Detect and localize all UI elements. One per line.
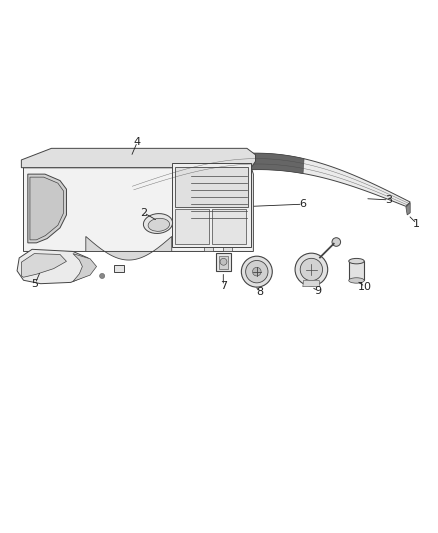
Circle shape [241,256,272,287]
Ellipse shape [349,278,364,283]
Text: 1: 1 [413,219,420,229]
Polygon shape [219,256,229,269]
Text: 9: 9 [314,286,321,296]
Ellipse shape [349,259,364,264]
Polygon shape [21,148,255,168]
Polygon shape [30,177,64,240]
Polygon shape [406,203,410,215]
Text: 3: 3 [385,195,392,205]
Polygon shape [223,243,232,252]
Polygon shape [17,249,92,284]
Text: 8: 8 [256,287,263,297]
Ellipse shape [148,219,170,231]
Polygon shape [24,168,253,252]
Ellipse shape [143,214,173,233]
Polygon shape [303,280,320,287]
Polygon shape [73,254,96,281]
Circle shape [246,261,268,283]
Polygon shape [114,265,124,272]
Text: 7: 7 [220,281,227,291]
Circle shape [99,273,105,279]
Polygon shape [349,261,364,280]
Polygon shape [86,237,172,260]
Ellipse shape [220,259,227,265]
Polygon shape [24,155,253,168]
Circle shape [295,253,328,286]
Polygon shape [175,208,209,244]
Polygon shape [216,253,230,271]
Polygon shape [21,254,67,277]
Polygon shape [172,164,251,247]
Text: 4: 4 [134,137,141,147]
Polygon shape [175,167,248,207]
Circle shape [300,259,322,281]
Polygon shape [131,153,410,206]
Polygon shape [204,243,212,252]
Text: 10: 10 [358,282,372,292]
Circle shape [332,238,341,246]
Polygon shape [212,208,246,244]
Text: 2: 2 [140,208,147,218]
Text: 6: 6 [299,199,306,209]
Circle shape [253,268,261,276]
Text: 5: 5 [32,279,39,289]
Polygon shape [28,174,67,243]
Polygon shape [237,153,304,173]
Polygon shape [189,172,249,223]
